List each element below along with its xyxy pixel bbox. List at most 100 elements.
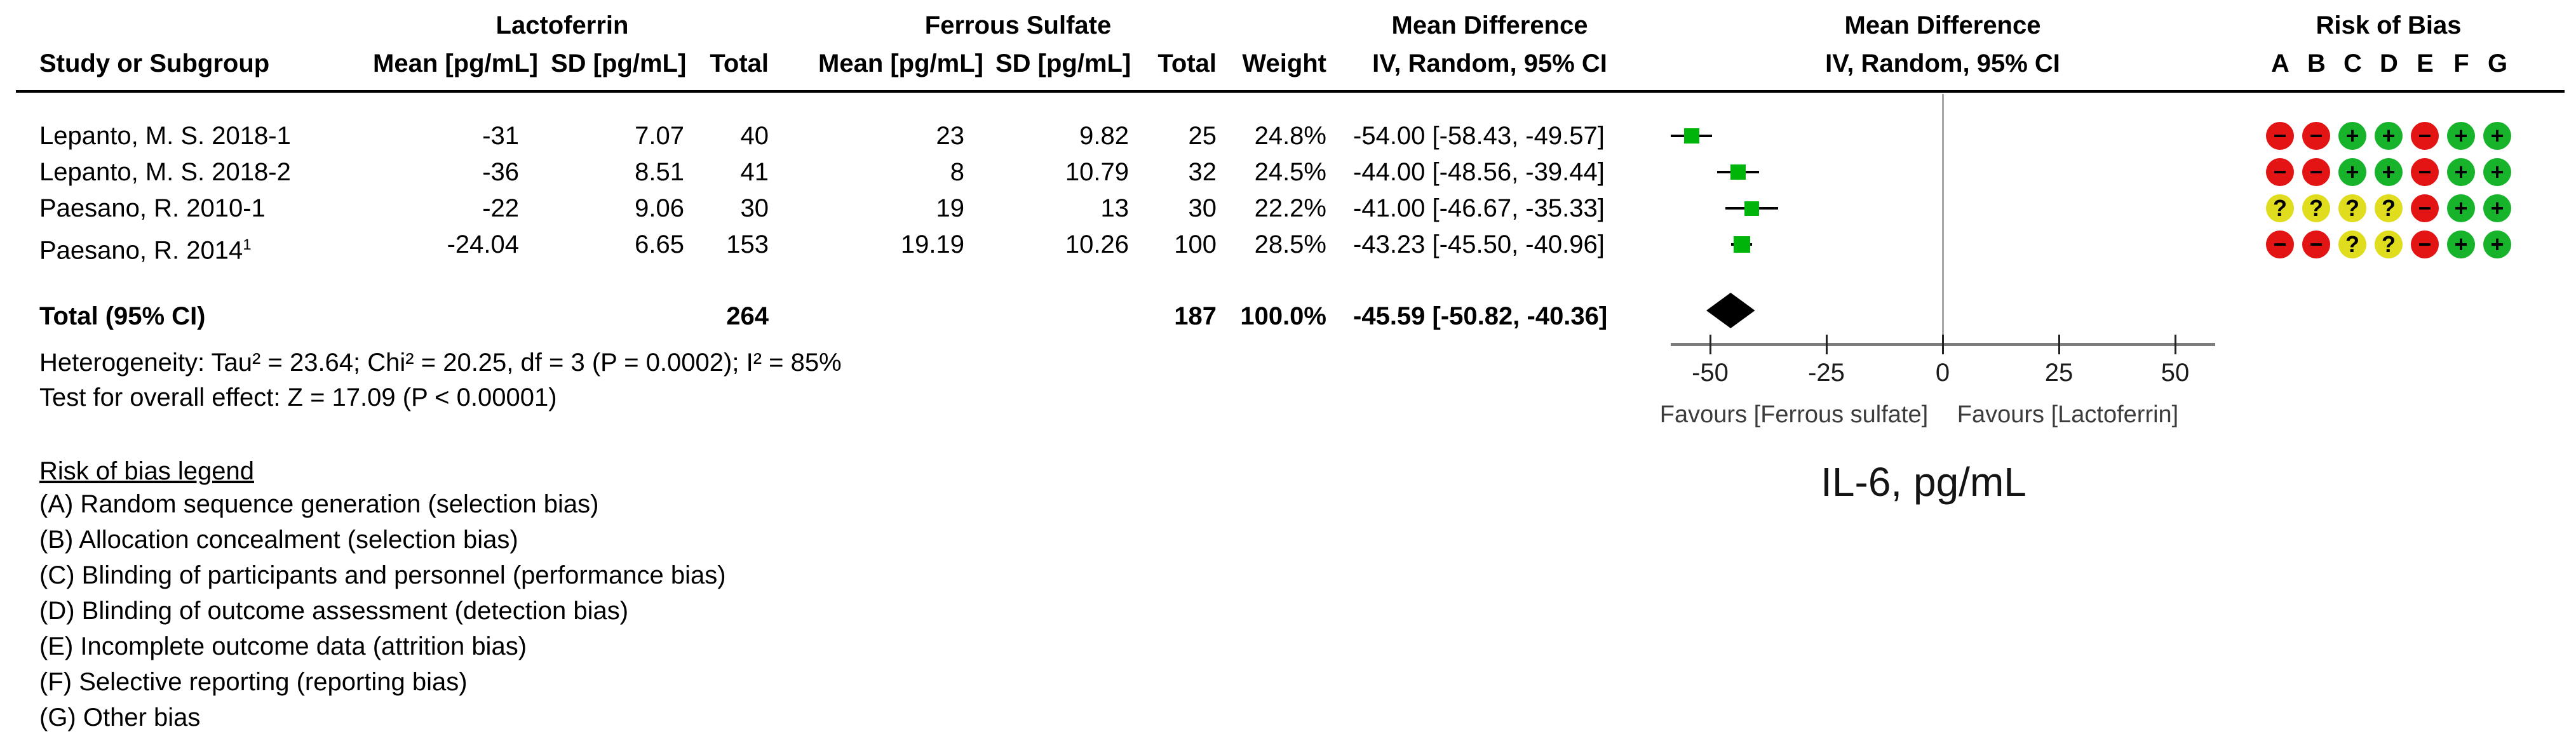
total-weight: 100.0% xyxy=(1240,302,1326,330)
rob-low-risk-icon: + xyxy=(2483,194,2511,222)
rob-symbol: + xyxy=(2490,195,2504,221)
effect-square xyxy=(1683,128,1699,144)
rob-high-risk-icon: − xyxy=(2302,158,2330,186)
cell-ci_text: -54.00 [-58.43, -49.57] xyxy=(1353,122,1605,150)
cell-weight: 22.2% xyxy=(1254,194,1326,222)
rob-letter: E xyxy=(2417,50,2434,77)
rob-letter: D xyxy=(2380,50,2398,77)
rob-unclear-icon: ? xyxy=(2375,230,2403,258)
cell-lf_mean: -36 xyxy=(482,158,519,186)
rob-symbol: ? xyxy=(2309,195,2323,221)
outcome-label: IL-6, pg/mL xyxy=(1821,459,2026,505)
rob-legend-item: (C) Blinding of participants and personn… xyxy=(39,561,726,589)
cell-fs_mean: 23 xyxy=(936,122,965,150)
axis-tick-label: 25 xyxy=(2044,359,2074,387)
rob-letter: G xyxy=(2487,50,2508,77)
cell-weight: 28.5% xyxy=(1254,230,1326,258)
rob-low-risk-icon: + xyxy=(2375,122,2403,150)
rob-symbol: + xyxy=(2345,123,2359,149)
rob-symbol: ? xyxy=(2345,231,2359,257)
cell-fs_total: 32 xyxy=(1188,158,1217,186)
md-plot-header-line1: Mean Difference xyxy=(1844,11,2041,39)
rob-legend-item: (A) Random sequence generation (selectio… xyxy=(39,490,599,518)
group2-header: Ferrous Sulfate xyxy=(924,11,1112,39)
cell-lf_total: 30 xyxy=(740,194,769,222)
rob-letter: B xyxy=(2307,50,2326,77)
md-text-header-line1: Mean Difference xyxy=(1391,11,1588,39)
rob-low-risk-icon: + xyxy=(2483,230,2511,258)
axis-tick xyxy=(1941,335,1944,354)
study-name: Paesano, R. 2010-1 xyxy=(39,194,266,222)
rob-high-risk-icon: − xyxy=(2266,230,2294,258)
cell-fs_mean: 19 xyxy=(936,194,965,222)
rob-symbol: + xyxy=(2454,123,2468,149)
rob-low-risk-icon: + xyxy=(2483,122,2511,150)
cell-fs_sd: 10.26 xyxy=(1065,230,1129,258)
rob-high-risk-icon: − xyxy=(2411,194,2439,222)
cell-lf_sd: 7.07 xyxy=(635,122,684,150)
cell-lf_sd: 6.65 xyxy=(635,230,684,258)
col-header-total1: Total xyxy=(710,50,769,77)
cell-lf_mean: -24.04 xyxy=(447,230,519,258)
study-name: Lepanto, M. S. 2018-1 xyxy=(39,122,291,150)
rob-low-risk-icon: + xyxy=(2338,158,2366,186)
col-header-sd2: SD [pg/mL] xyxy=(995,50,1131,77)
cell-lf_total: 40 xyxy=(740,122,769,150)
rob-low-risk-icon: + xyxy=(2447,158,2475,186)
favours-right-label: Favours [Lactoferrin] xyxy=(1957,401,2179,428)
cell-lf_total: 153 xyxy=(726,230,769,258)
rob-symbol: ? xyxy=(2382,195,2396,221)
cell-fs_total: 25 xyxy=(1188,122,1217,150)
rob-high-risk-icon: − xyxy=(2411,122,2439,150)
study-name: Paesano, R. 20141 xyxy=(39,236,252,265)
cell-lf_mean: -22 xyxy=(482,194,519,222)
header-divider xyxy=(16,90,2565,93)
heterogeneity-stats: Heterogeneity: Tau² = 23.64; Chi² = 20.2… xyxy=(39,349,842,377)
rob-symbol: − xyxy=(2273,159,2287,185)
rob-symbol: − xyxy=(2418,159,2432,185)
rob-high-risk-icon: − xyxy=(2266,122,2294,150)
cell-fs_sd: 13 xyxy=(1100,194,1130,222)
cell-fs_mean: 19.19 xyxy=(900,230,964,258)
rob-symbol: + xyxy=(2454,159,2468,185)
rob-symbol: ? xyxy=(2382,231,2396,257)
rob-legend-item: (D) Blinding of outcome assessment (dete… xyxy=(39,597,629,625)
rob-symbol: + xyxy=(2490,159,2504,185)
cell-lf_total: 41 xyxy=(740,158,769,186)
rob-symbol: + xyxy=(2382,159,2396,185)
rob-legend-item: (B) Allocation concealment (selection bi… xyxy=(39,526,518,554)
cell-ci_text: -41.00 [-46.67, -35.33] xyxy=(1353,194,1605,222)
rob-unclear-icon: ? xyxy=(2338,230,2366,258)
col-header-mean1: Mean [pg/mL] xyxy=(373,50,538,77)
axis-tick xyxy=(2174,335,2176,354)
rob-symbol: − xyxy=(2309,123,2323,149)
rob-high-risk-icon: − xyxy=(2302,122,2330,150)
cell-weight: 24.5% xyxy=(1254,158,1326,186)
rob-low-risk-icon: + xyxy=(2447,230,2475,258)
rob-legend-item: (F) Selective reporting (reporting bias) xyxy=(39,668,468,696)
total-n-group1: 264 xyxy=(726,302,769,330)
effect-square xyxy=(1744,201,1760,216)
rob-symbol: − xyxy=(2418,231,2432,257)
axis-tick-label: -25 xyxy=(1808,359,1845,387)
cell-ci_text: -44.00 [-48.56, -39.44] xyxy=(1353,158,1605,186)
overall-effect-stats: Test for overall effect: Z = 17.09 (P < … xyxy=(39,384,557,411)
favours-left-label: Favours [Ferrous sulfate] xyxy=(1659,401,1929,428)
rob-unclear-icon: ? xyxy=(2302,194,2330,222)
rob-legend-title: Risk of bias legend xyxy=(39,457,254,485)
cell-lf_mean: -31 xyxy=(482,122,519,150)
effect-square xyxy=(1730,164,1746,180)
rob-symbol: − xyxy=(2273,231,2287,257)
rob-letter: F xyxy=(2453,50,2469,77)
rob-symbol: + xyxy=(2490,123,2504,149)
rob-header: Risk of Bias xyxy=(2316,11,2462,39)
col-header-mean2: Mean [pg/mL] xyxy=(818,50,983,77)
rob-symbol: − xyxy=(2309,159,2323,185)
rob-letter: A xyxy=(2271,50,2289,77)
rob-symbol: + xyxy=(2490,231,2504,257)
study-footnote-marker: 1 xyxy=(243,236,252,253)
cell-fs_sd: 10.79 xyxy=(1065,158,1129,186)
rob-high-risk-icon: − xyxy=(2411,158,2439,186)
rob-legend-item: (E) Incomplete outcome data (attrition b… xyxy=(39,632,527,660)
rob-legend-item: (G) Other bias xyxy=(39,704,201,731)
